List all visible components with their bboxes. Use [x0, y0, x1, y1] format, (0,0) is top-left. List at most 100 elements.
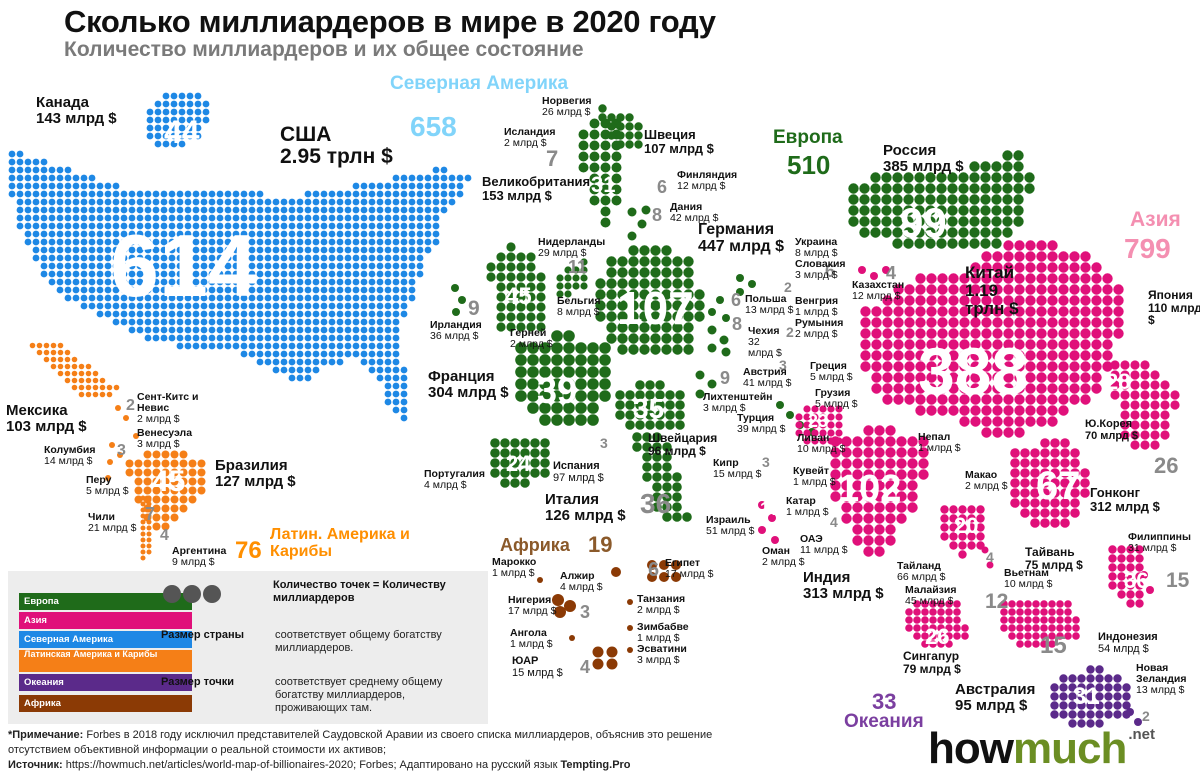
china-dot: [970, 295, 981, 306]
canada-count: 44: [164, 114, 200, 150]
taiwan-dot: [1135, 554, 1144, 563]
israel-dot: [758, 501, 766, 509]
usa-dot: [176, 198, 184, 206]
usa-dot: [360, 302, 368, 310]
usa-dot: [440, 166, 448, 174]
japan-dot: [1150, 380, 1160, 390]
usa-dot: [376, 206, 384, 214]
singapore-dot: [961, 632, 969, 640]
usa-dot: [136, 214, 144, 222]
china-dot: [1102, 273, 1113, 284]
china-dot: [904, 350, 915, 361]
sweden-dot: [600, 173, 611, 184]
usa-dot: [72, 246, 80, 254]
china-dot: [1025, 405, 1036, 416]
usa-dot: [288, 350, 296, 358]
canada-dot: [178, 124, 186, 132]
usa-dot: [128, 318, 136, 326]
russia-dot: [1002, 161, 1013, 172]
spain-dot: [510, 478, 520, 488]
usa-dot: [400, 214, 408, 222]
venezuela-dot: [133, 433, 139, 439]
germany-dot: [617, 278, 628, 289]
italy-dot: [652, 452, 662, 462]
usa-dot: [296, 246, 304, 254]
usa-dot: [344, 294, 352, 302]
usa-dot: [144, 246, 152, 254]
indonesia-dot: [1072, 616, 1080, 624]
label-australia: Австралия 95 млрд $: [955, 681, 1036, 714]
usa-dot: [128, 262, 136, 270]
china-dot: [981, 273, 992, 284]
thailand-dot: [967, 514, 976, 523]
usa-dot: [128, 278, 136, 286]
australia-dot: [1068, 701, 1077, 710]
usa-dot: [184, 278, 192, 286]
sweden-dot: [600, 184, 611, 195]
norway-dot: [607, 122, 616, 131]
usa-dot: [96, 230, 104, 238]
mexico-dot: [64, 356, 71, 363]
italy-dot: [652, 442, 662, 452]
usa-dot: [344, 326, 352, 334]
switzerland-dot: [675, 420, 685, 430]
usa-dot: [40, 230, 48, 238]
usa-dot: [336, 334, 344, 342]
usa-dot: [328, 326, 336, 334]
hongkong-dot: [1050, 468, 1060, 478]
usa-dot: [280, 270, 288, 278]
india-dot: [874, 491, 885, 502]
usa-dot: [152, 270, 160, 278]
usa-dot: [400, 366, 408, 374]
australia-dot: [1050, 683, 1059, 692]
china-dot: [926, 306, 937, 317]
italy-dot: [652, 462, 662, 472]
germany-dot: [672, 256, 683, 267]
usa-dot: [104, 270, 112, 278]
usa-dot: [288, 278, 296, 286]
china-dot: [904, 317, 915, 328]
spain-dot: [500, 438, 510, 448]
usa-dot: [72, 230, 80, 238]
usa-dot: [184, 222, 192, 230]
russia-dot: [914, 205, 925, 216]
germany-dot: [672, 333, 683, 344]
australia-dot: [1068, 710, 1077, 719]
usa-dot: [224, 286, 232, 294]
label-netherlands: Нидерланды 29 млрд $: [538, 236, 606, 260]
usa-dot: [296, 222, 304, 230]
usa-dot: [144, 222, 152, 230]
indonesia-dot: [1040, 632, 1048, 640]
finland-count: 6: [657, 177, 668, 197]
austria-count: 9: [720, 368, 731, 388]
russia-dot: [969, 205, 980, 216]
usa-dot: [208, 262, 216, 270]
turkey-east-dot: [811, 421, 819, 429]
usa-dot: [24, 158, 32, 166]
switzerland-dot: [635, 400, 645, 410]
singapore-dot: [945, 624, 953, 632]
norway-dot: [616, 131, 625, 140]
chile-dots: [140, 495, 152, 561]
netherlands-dot: [580, 274, 588, 282]
usa-dot: [72, 222, 80, 230]
usa-dot: [392, 358, 400, 366]
australia-dot: [1077, 692, 1086, 701]
hongkong-dot: [1070, 468, 1080, 478]
switzerland-dot: [615, 410, 625, 420]
australia-dot: [1077, 710, 1086, 719]
india-dot: [863, 491, 874, 502]
singapore-dot: [937, 608, 945, 616]
hongkong-dot: [1060, 438, 1070, 448]
usa-dot: [296, 270, 304, 278]
turkey-east-dot: [835, 405, 843, 413]
france-dot: [539, 354, 551, 366]
chile-dot: [140, 555, 146, 561]
netherlands-dots: [556, 258, 588, 298]
usa-dot: [264, 302, 272, 310]
usa-dot: [112, 222, 120, 230]
usa-dot: [320, 302, 328, 310]
usa-dot: [288, 334, 296, 342]
china-dot: [1014, 262, 1025, 273]
russia-dot: [925, 194, 936, 205]
